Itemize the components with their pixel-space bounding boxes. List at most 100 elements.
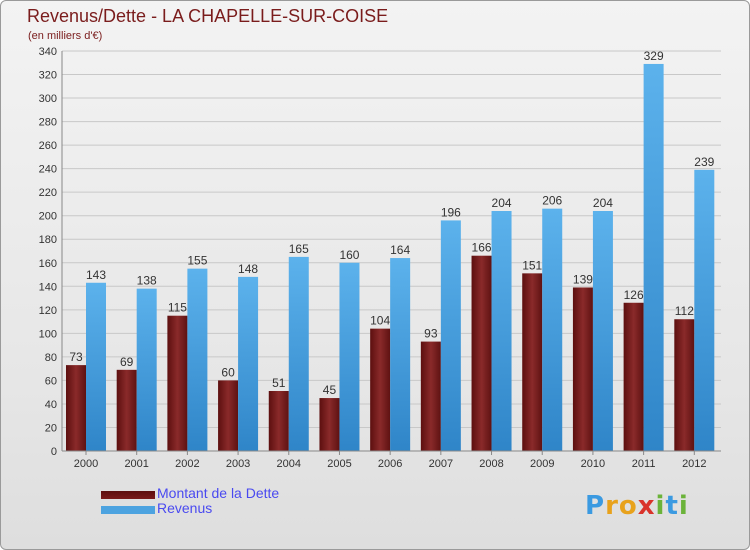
data-labels: 73 143 69 138 115 155 60 148 51 165 45 160 104 164 93 1… [69,49,714,397]
data-label: 160 [339,248,359,262]
y-tick-label: 220 [39,187,57,199]
legend-label-dette: Montant de la Dette [157,485,280,501]
x-tick-label: 2007 [429,458,453,470]
y-tick-label: 200 [39,211,57,223]
bar-dette [319,398,340,451]
logo-letter: i [678,491,689,521]
data-label: 239 [694,155,714,169]
x-tick-label: 2003 [226,458,250,470]
y-tick-label: 120 [39,305,57,317]
data-label: 104 [370,314,390,328]
bars [66,63,715,452]
bar-dette [66,365,86,451]
bar-dette [218,380,239,451]
x-tick-label: 2006 [378,458,402,470]
y-tick-label: 180 [39,234,57,246]
x-tick-label: 2002 [175,458,199,470]
x-tick-label: 2005 [327,458,351,470]
x-tick-label: 2001 [124,458,148,470]
logo-letter: P [585,491,606,521]
bar-dette [522,273,543,451]
bar-dette [268,391,289,451]
data-label: 206 [542,194,562,208]
bar-revenus [136,288,157,451]
x-tick-label: 2000 [74,458,98,470]
legend-swatch-dette [101,491,155,499]
axes: 0 20 40 60 80 100 120 140 160 180 200 220 240 260 280 3… [39,46,721,470]
bar-revenus [187,268,208,451]
data-label: 139 [573,272,593,286]
y-tick-label: 340 [39,46,57,58]
bar-dette [572,287,593,451]
data-label: 164 [390,243,410,257]
data-label: 166 [472,241,492,255]
data-label: 45 [323,383,337,397]
data-label: 73 [69,350,83,364]
bar-revenus [694,169,715,451]
y-tick-label: 0 [51,446,57,458]
chart-title: Revenus/Dette - LA CHAPELLE-SUR-COISE [27,6,389,26]
x-tick-label: 2012 [682,458,706,470]
data-label: 60 [221,365,235,379]
data-label: 112 [675,304,694,318]
bar-dette [623,302,644,451]
data-label: 138 [137,274,157,288]
bar-revenus [288,256,309,451]
y-tick-label: 320 [39,70,57,82]
bar-revenus [592,211,613,451]
bar-revenus [339,262,360,451]
x-tick-label: 2010 [581,458,605,470]
data-label: 51 [272,376,286,390]
y-tick-label: 100 [39,328,57,340]
bar-dette [420,341,441,451]
logo-letter: o [618,491,638,521]
data-label: 204 [492,196,512,210]
legend-label-revenus: Revenus [157,500,213,516]
data-label: 165 [289,242,309,256]
y-tick-label: 20 [45,422,57,434]
y-tick-label: 260 [39,140,57,152]
data-label: 115 [168,301,187,315]
data-label: 155 [187,254,207,268]
bar-revenus [390,258,411,451]
x-tick-label: 2011 [632,458,656,470]
x-tick-label: 2008 [479,458,503,470]
bar-revenus [238,276,259,451]
data-label: 196 [441,205,461,219]
data-label: 126 [624,288,644,302]
legend-swatch-revenus [101,506,155,514]
y-tick-label: 40 [45,399,57,411]
chart-subtitle: (en milliers d'€) [28,30,103,42]
bar-revenus [643,63,664,452]
logo-letter: i [655,491,666,521]
y-tick-label: 80 [45,352,57,364]
y-tick-label: 60 [45,375,57,387]
bar-dette [674,319,695,451]
data-label: 151 [522,258,542,272]
data-label: 148 [238,262,258,276]
data-label: 329 [644,49,664,63]
bar-revenus [86,282,106,451]
data-label: 69 [120,355,134,369]
bar-dette [471,255,492,451]
y-tick-label: 240 [39,164,57,176]
bar-dette [116,369,137,451]
logo-letter: t [665,491,679,521]
y-tick-label: 160 [39,258,57,270]
bar-dette [167,315,188,451]
y-tick-label: 300 [39,93,57,105]
logo-letter: r [605,491,619,521]
x-tick-label: 2009 [530,458,554,470]
bar-revenus [440,220,461,451]
bar-revenus [491,211,512,451]
bar-revenus [542,208,563,451]
data-label: 204 [593,196,613,210]
y-tick-label: 280 [39,117,57,129]
x-tick-label: 2004 [277,458,301,470]
proxiti-logo: Proxiti [585,491,689,521]
data-label: 93 [424,327,438,341]
y-tick-label: 140 [39,281,57,293]
data-label: 143 [86,268,106,282]
